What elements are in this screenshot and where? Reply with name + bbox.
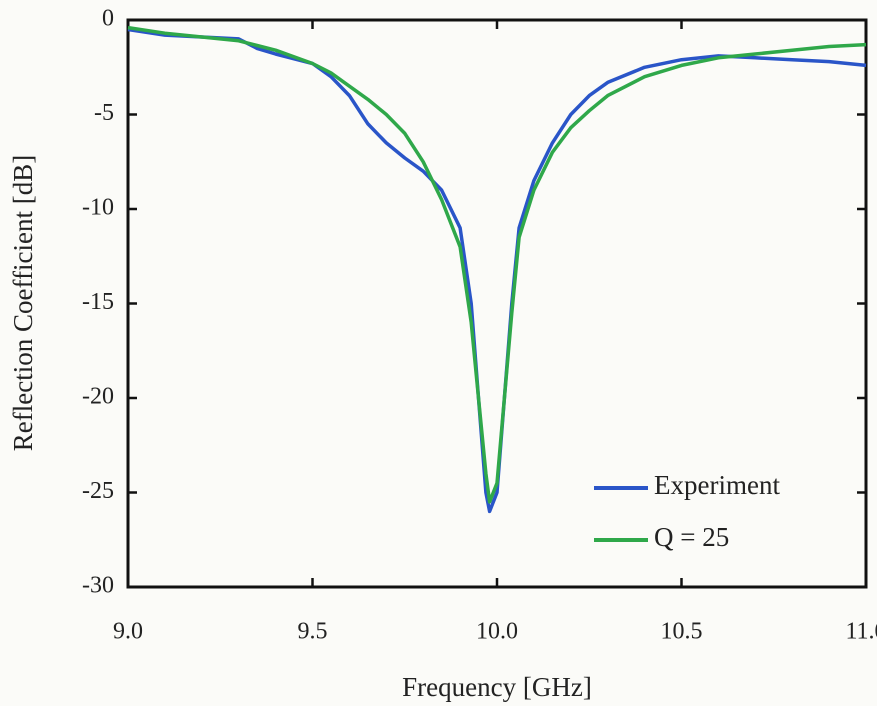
y-tick-label: 0	[102, 6, 114, 32]
x-axis-label: Frequency [GHz]	[402, 672, 592, 702]
x-tick-label: 10.5	[661, 619, 703, 645]
y-tick-label: -5	[94, 100, 114, 126]
legend-label: Q = 25	[654, 522, 729, 552]
y-tick-label: -15	[82, 289, 114, 315]
x-tick-label: 11.0	[845, 619, 877, 645]
y-axis-label: Reflection Coefficient [dB]	[8, 155, 38, 451]
x-tick-label: 10.0	[476, 619, 518, 645]
y-tick-label: -25	[82, 478, 114, 504]
data-line	[127, 25, 867, 504]
x-tick-label: 9.0	[113, 619, 143, 645]
y-tick-label: -10	[82, 195, 114, 221]
y-tick-label: -20	[82, 384, 114, 410]
plot-frame	[126, 18, 868, 589]
y-tick-label: -30	[82, 573, 114, 599]
x-tick-label: 9.5	[298, 619, 328, 645]
data-line	[127, 27, 867, 514]
legend-label: Experiment	[654, 470, 780, 500]
